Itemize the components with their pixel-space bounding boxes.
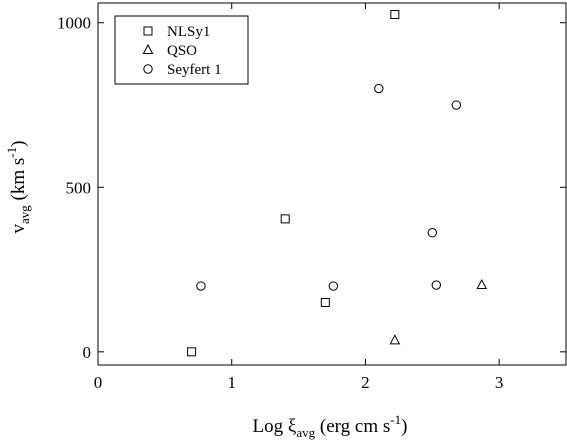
data-point-circle	[196, 281, 206, 291]
legend-marker-square	[143, 26, 153, 36]
data-point-triangle	[476, 278, 488, 290]
x-tick-label: 1	[227, 373, 236, 392]
data-point-circle	[427, 228, 437, 238]
y-tick-label: 1000	[57, 14, 91, 33]
data-point-circle	[451, 100, 462, 110]
legend-box	[114, 15, 249, 85]
legend-label-seyfert1: Seyfert 1	[167, 62, 222, 78]
legend-markers	[142, 26, 154, 74]
x-tick-label: 2	[361, 373, 370, 392]
data-point-square	[280, 214, 290, 224]
plot-frame	[97, 2, 567, 366]
legend-label-qso: QSO	[167, 43, 197, 59]
points-layer	[187, 10, 488, 357]
y-tick-label: 0	[83, 343, 92, 362]
legend: NLSy1 QSO Seyfert 1	[114, 15, 249, 85]
data-point-square	[187, 347, 197, 357]
data-point-triangle	[389, 334, 401, 345]
y-tick-label: 500	[66, 178, 92, 197]
y-axis-label: vavg (km s-1)	[4, 141, 32, 234]
data-point-circle	[328, 281, 339, 291]
legend-marker-triangle	[142, 43, 154, 54]
legend-label-nlsy1: NLSy1	[167, 24, 210, 40]
ticks-layer: 0 1 2 3 0 500 1000	[57, 3, 566, 392]
data-point-square	[390, 10, 400, 20]
data-point-square	[320, 297, 330, 307]
x-tick-label: 3	[495, 373, 504, 392]
legend-marker-circle	[143, 64, 153, 74]
data-point-circle	[374, 83, 384, 94]
data-point-circle	[431, 280, 441, 290]
x-axis-label: Log ξavg (erg cm s-1)	[253, 412, 408, 440]
x-tick-label: 0	[94, 373, 103, 392]
